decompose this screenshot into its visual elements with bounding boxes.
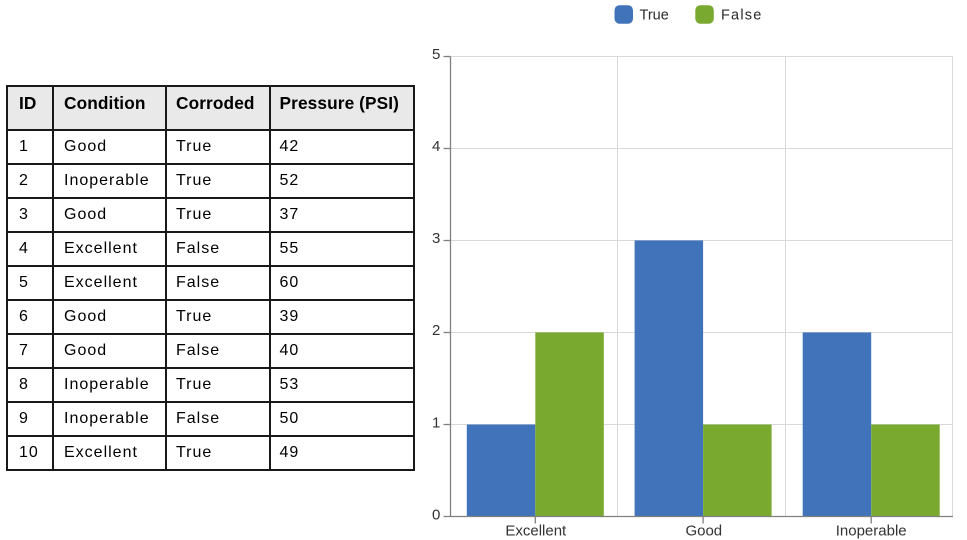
svg-text:4: 4: [432, 138, 440, 155]
svg-text:3: 3: [432, 230, 440, 247]
svg-text:2: 2: [432, 322, 440, 339]
svg-text:Excellent: Excellent: [505, 522, 567, 539]
svg-text:5: 5: [432, 46, 440, 63]
svg-text:1: 1: [432, 414, 440, 431]
svg-text:0: 0: [432, 506, 440, 523]
svg-text:Good: Good: [685, 522, 722, 539]
svg-text:False: False: [721, 8, 762, 24]
svg-text:True: True: [640, 8, 669, 24]
svg-text:Inoperable: Inoperable: [836, 522, 907, 539]
